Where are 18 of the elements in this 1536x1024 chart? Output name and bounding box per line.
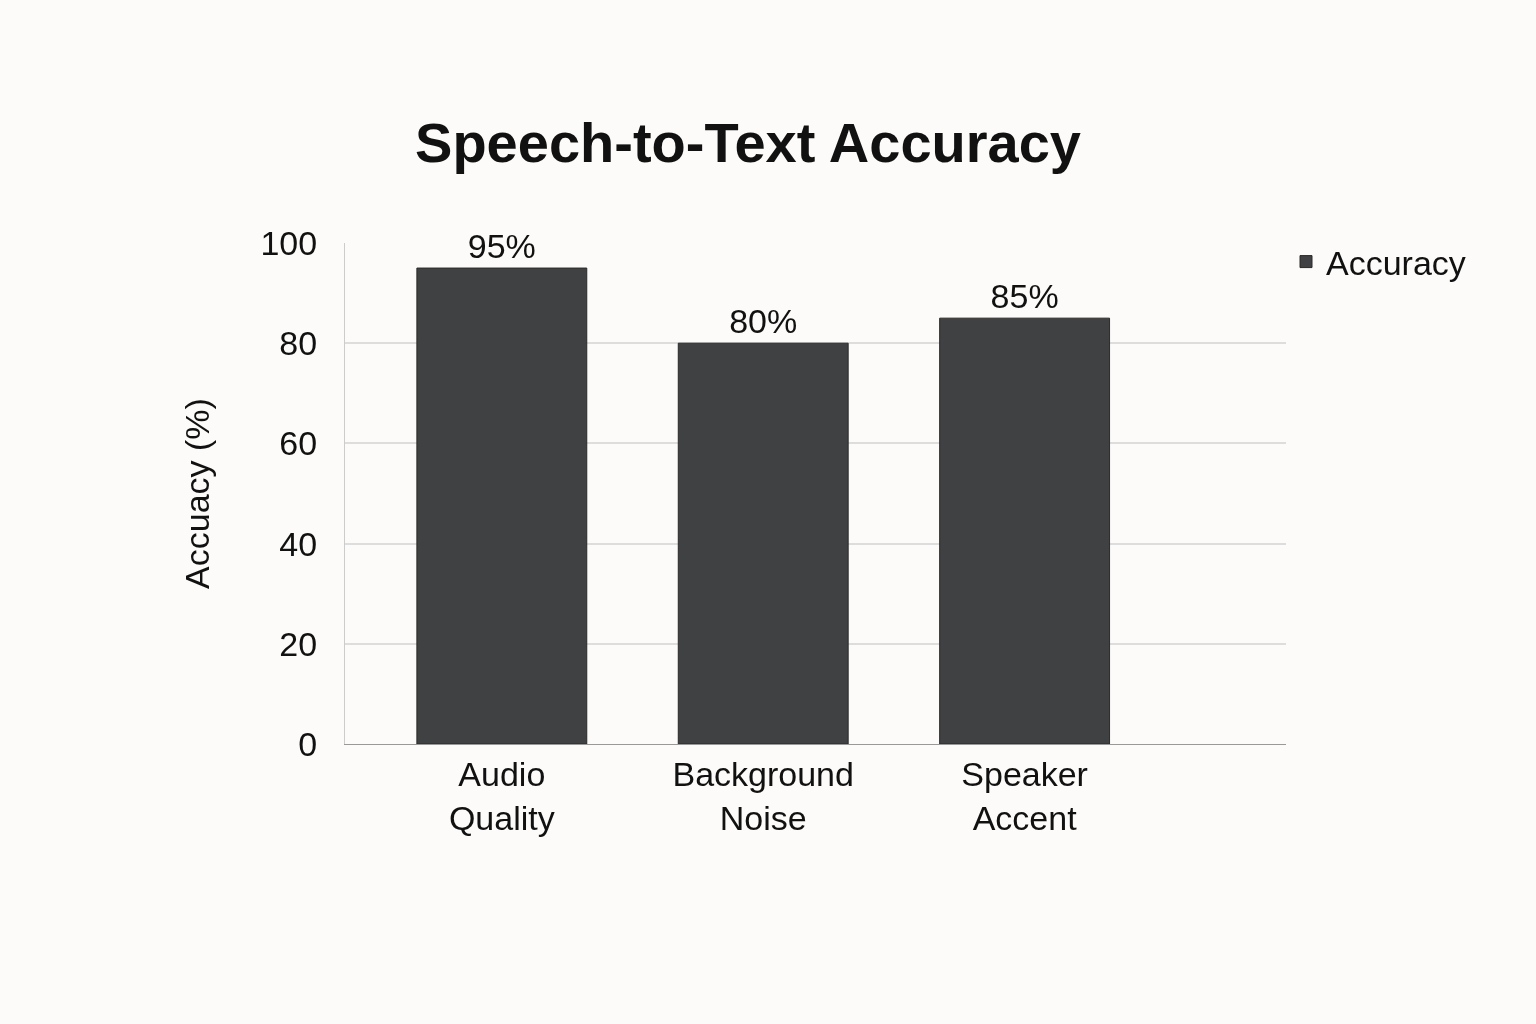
x-tick-label: Audio Quality bbox=[448, 754, 555, 837]
chart-title: Speech-to-Text Accuracy bbox=[415, 111, 1082, 175]
bar bbox=[677, 342, 849, 744]
y-tick-label: 80 bbox=[279, 324, 318, 363]
bar bbox=[939, 317, 1111, 744]
x-tick-label: Speaker Accent bbox=[961, 754, 1088, 837]
y-tick-label: 20 bbox=[279, 624, 318, 663]
data-label: 85% bbox=[990, 277, 1059, 316]
y-tick-label: 60 bbox=[279, 424, 318, 463]
x-tick-label: Background Noise bbox=[672, 754, 854, 837]
data-label: 80% bbox=[729, 302, 798, 341]
y-tick-label: 40 bbox=[279, 524, 318, 563]
y-axis-title: Accuacy (%) bbox=[178, 398, 217, 589]
legend-label: Accuracy bbox=[1326, 243, 1466, 282]
data-label: 95% bbox=[467, 227, 536, 266]
bar bbox=[416, 267, 588, 744]
y-tick-label: 0 bbox=[298, 724, 318, 763]
y-tick-label: 100 bbox=[260, 223, 318, 262]
